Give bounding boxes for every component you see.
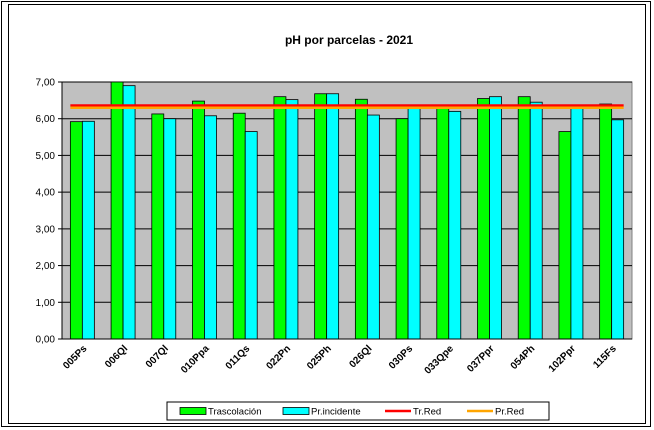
bar-trascolacion	[599, 103, 613, 340]
bar-trascolacion	[151, 113, 165, 340]
bar-trascolacion	[517, 96, 531, 340]
legend-pr-incidente-label: Pr.incidente	[311, 407, 361, 418]
bar-pr-incidente	[448, 110, 462, 340]
x-tick-label: 006Ql	[103, 343, 130, 370]
x-tick-label: 102Ppr	[547, 343, 578, 374]
bar-trascolacion	[395, 118, 409, 340]
bar-trascolacion	[558, 131, 572, 340]
x-tick-label: 011Qs	[224, 343, 253, 372]
x-tick-label: 026Ql	[347, 343, 374, 370]
bar-pr-incidente	[204, 115, 217, 340]
legend-box	[166, 401, 550, 421]
x-tick-label: 054Ph	[509, 343, 538, 372]
y-tick-label: 3,00	[36, 224, 56, 235]
bar-trascolacion	[110, 81, 124, 340]
legend-trascolacion-swatch	[179, 407, 207, 415]
bar-trascolacion	[232, 112, 246, 340]
bar-pr-incidente	[366, 114, 380, 340]
x-tick-label: 025Ph	[305, 343, 334, 372]
legend-pr-red-label: Pr.Red	[495, 407, 524, 418]
x-tick-label: 030Ps	[387, 343, 416, 372]
bar-trascolacion	[69, 121, 83, 340]
bar-pr-incidente	[529, 101, 543, 340]
legend-tr-red-label: Tr.Red	[413, 407, 441, 418]
y-tick-label: 6,00	[36, 114, 56, 125]
bar-pr-incidente	[489, 96, 502, 340]
bar-pr-incidente	[163, 118, 177, 340]
bar-pr-incidente	[407, 108, 421, 340]
bar-pr-incidente	[326, 93, 340, 340]
chart-title: pH por parcelas - 2021	[285, 33, 413, 47]
x-tick-label: 005Ps	[61, 343, 90, 372]
bar-trascolacion	[273, 96, 287, 340]
bar-pr-incidente	[244, 131, 258, 340]
x-tick-label: 022Pn	[264, 343, 293, 372]
legend-trascolacion-label: Trascolación	[208, 407, 262, 418]
bar-pr-incidente	[570, 107, 584, 340]
legend: Trascolación Pr.incidente Tr.Red Pr.Red	[166, 401, 550, 421]
plot-background	[61, 81, 633, 340]
x-tick-label: 033Qpe	[423, 343, 457, 377]
y-tick-label: 5,00	[36, 151, 56, 162]
bar-trascolacion	[314, 93, 328, 340]
x-tick-label: 010Ppa	[179, 343, 212, 376]
y-tick-label: 2,00	[36, 261, 56, 272]
plot-area: 0,00 1,00 2,00 3,00 4,00 5,00 6,00 7,00 005Ps 006…	[36, 78, 633, 377]
x-tick-label: 115Fs	[591, 343, 619, 371]
bar-pr-incidente	[122, 85, 136, 340]
y-tick-label: 0,00	[36, 335, 56, 346]
x-tick-label: 007Ql	[144, 343, 171, 370]
x-tick-label: 037Ppr	[465, 343, 496, 374]
bar-trascolacion	[436, 105, 450, 340]
bar-trascolacion	[192, 100, 205, 340]
y-tick-label: 1,00	[36, 298, 56, 309]
y-tick-label: 4,00	[36, 188, 56, 199]
bar-trascolacion	[477, 98, 490, 340]
bar-pr-incidente	[81, 120, 95, 340]
bar-pr-incidente	[285, 99, 299, 340]
bar-pr-incidente	[611, 119, 625, 340]
bar-trascolacion	[354, 98, 368, 340]
legend-pr-incidente-swatch	[282, 407, 310, 415]
y-tick-label: 7,00	[36, 78, 56, 89]
